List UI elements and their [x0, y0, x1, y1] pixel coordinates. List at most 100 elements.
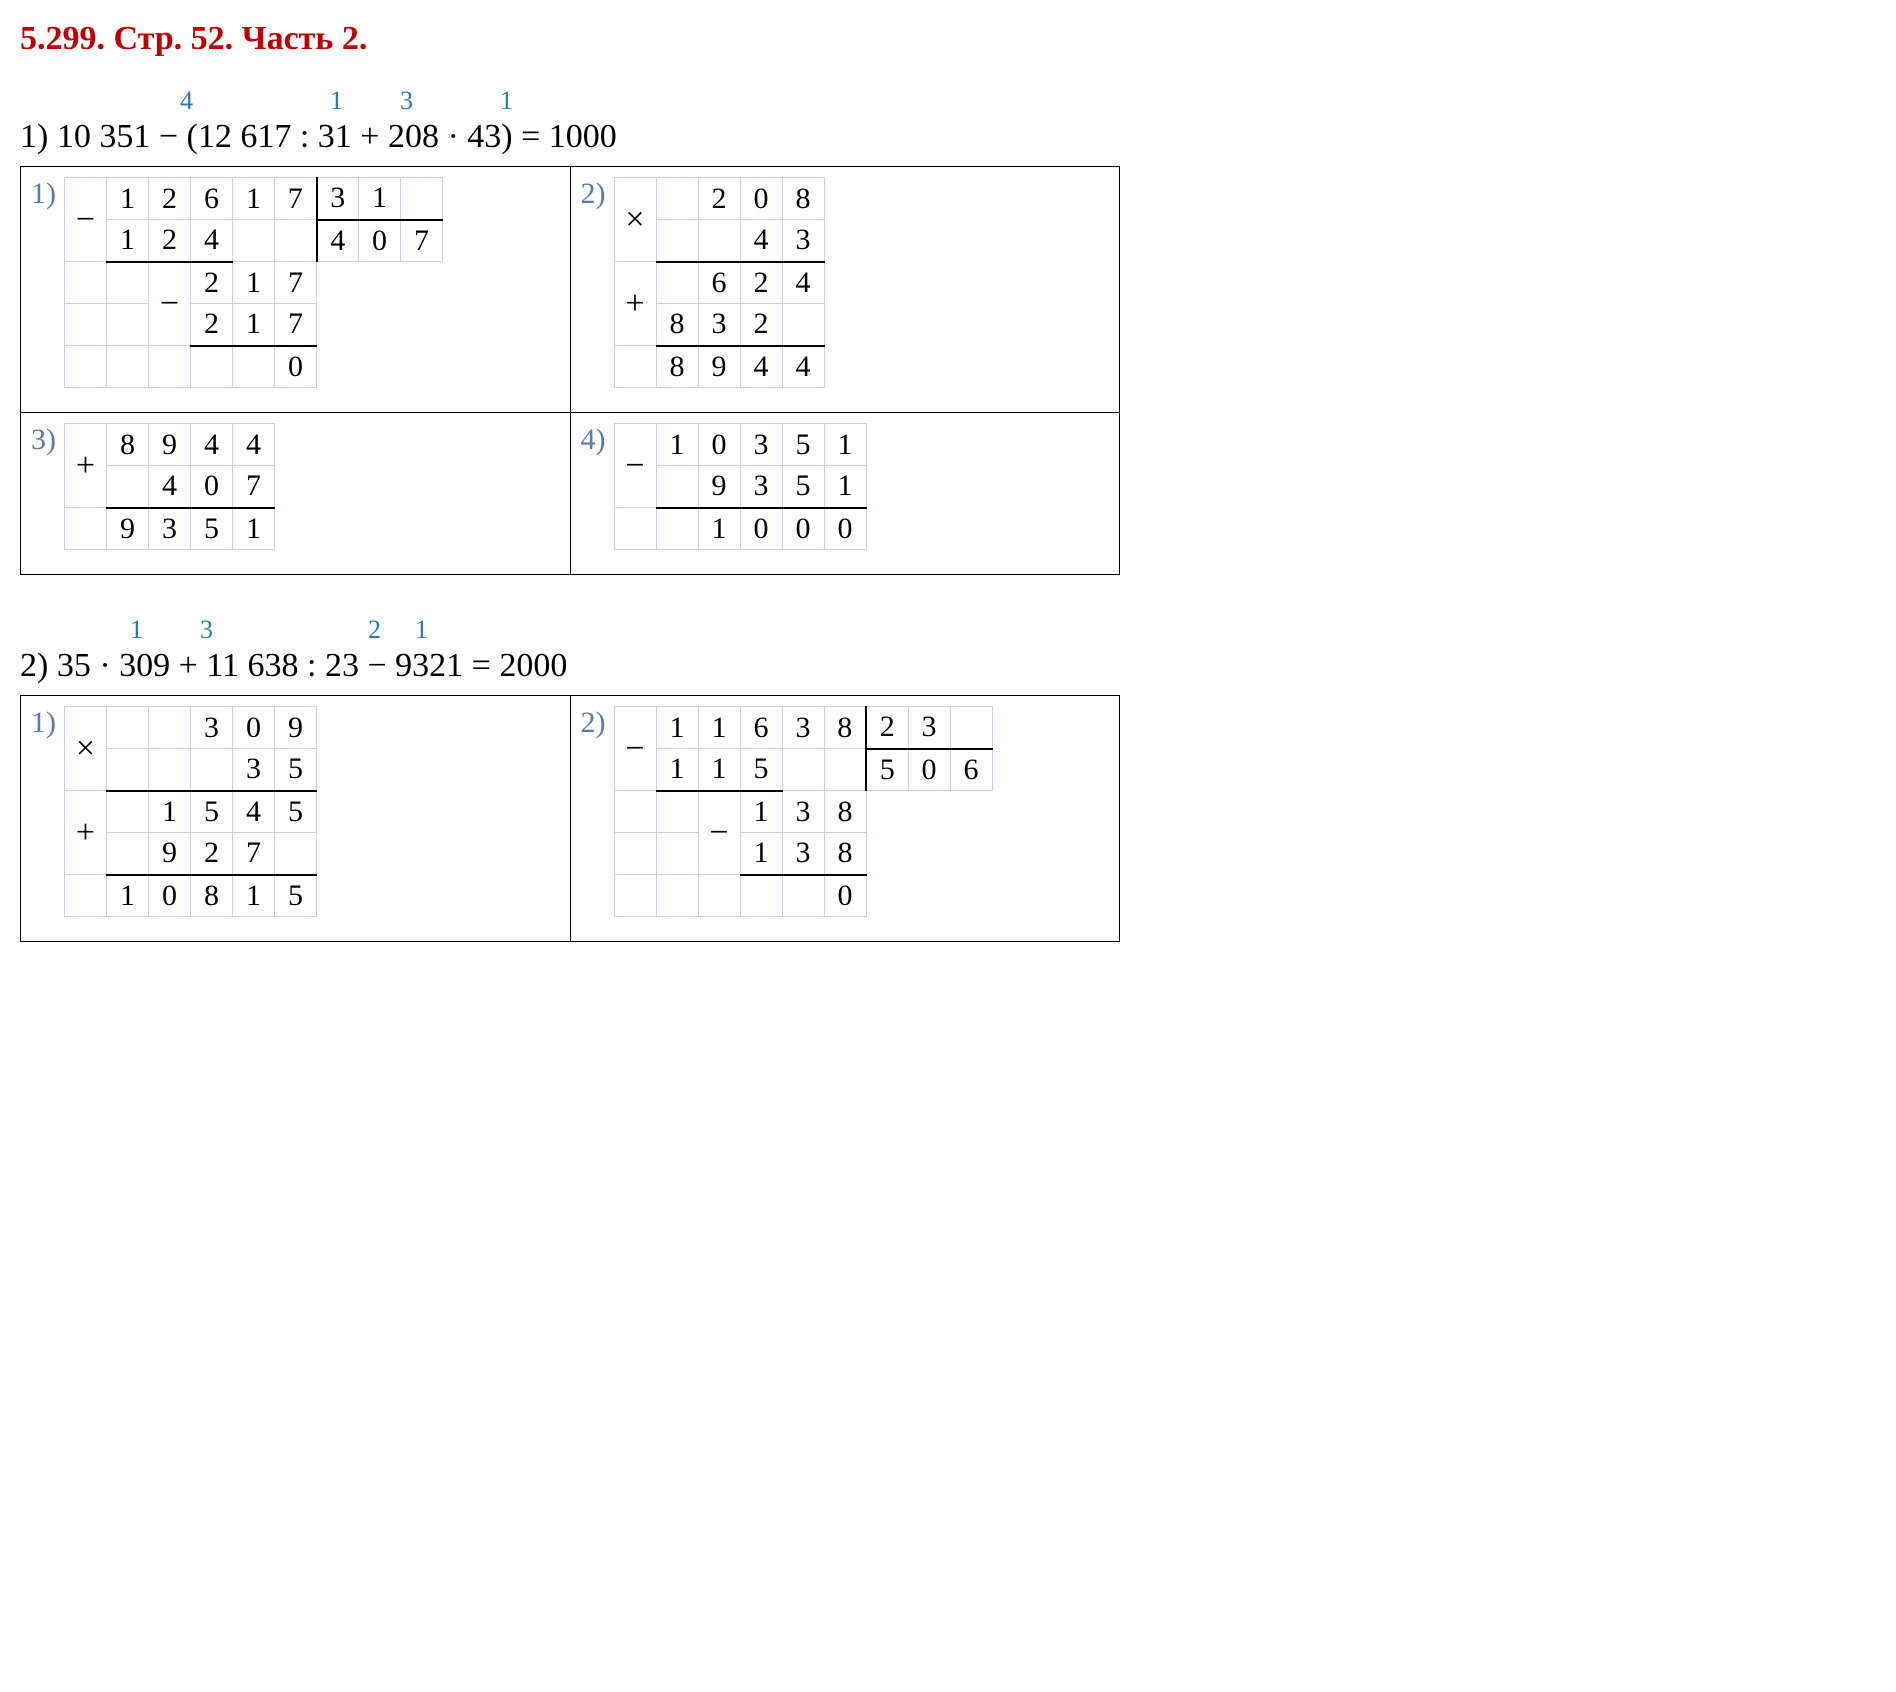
- d: 4: [149, 466, 191, 508]
- c: [656, 262, 698, 304]
- d: 1: [656, 707, 698, 749]
- dv: 2: [866, 707, 908, 749]
- plus-sign: +: [65, 424, 107, 508]
- c: [782, 304, 824, 346]
- d: 4: [782, 262, 824, 304]
- long-division-2: − 1 1 6 3 8 2 3 1 1 5 5 0 6 − 1 3 8: [614, 706, 993, 917]
- c: [107, 346, 149, 388]
- minus-sign: −: [149, 262, 191, 346]
- order-2-3: 2: [368, 615, 381, 645]
- c: [401, 304, 443, 346]
- step-label-1-4: 4): [581, 423, 606, 457]
- d: 4: [740, 346, 782, 388]
- d: 1: [233, 875, 275, 917]
- c: [866, 833, 908, 875]
- r: 1: [107, 220, 149, 262]
- r: 8: [824, 791, 866, 833]
- d: 5: [191, 791, 233, 833]
- c: [908, 833, 950, 875]
- d: 2: [191, 833, 233, 875]
- c: [782, 749, 824, 791]
- d: 0: [698, 424, 740, 466]
- c: [656, 875, 698, 917]
- c: [317, 262, 359, 304]
- c: [656, 466, 698, 508]
- c: [149, 749, 191, 791]
- c: [656, 833, 698, 875]
- c: [824, 749, 866, 791]
- d: 4: [233, 424, 275, 466]
- c: [950, 707, 992, 749]
- r: 3: [782, 833, 824, 875]
- c: [614, 508, 656, 550]
- multiplication-2: × 3 0 9 3 5 + 1 5 4 5 9 2 7: [64, 706, 317, 917]
- page-title: 5.299. Стр. 52. Часть 2.: [20, 20, 1876, 58]
- equation-2: 2) 35 · 309 + 11 638 : 23 − 9321 = 2000: [20, 647, 1876, 685]
- operation-order-row-2: 1 3 2 1: [20, 615, 1876, 647]
- c: [65, 304, 107, 346]
- multiplication-1: × 2 0 8 4 3 + 6 2 4 8 3 2 8 9: [614, 177, 825, 388]
- operation-order-row-1: 4 1 3 1: [20, 86, 1876, 118]
- d: 0: [740, 178, 782, 220]
- r: 3: [782, 791, 824, 833]
- c: [107, 262, 149, 304]
- d: 1: [824, 466, 866, 508]
- cell-step-1-2: 2) × 2 0 8 4 3 + 6 2 4 8 3 2: [570, 167, 1120, 413]
- c: [614, 833, 656, 875]
- r: 5: [740, 749, 782, 791]
- c: [233, 220, 275, 262]
- d: 8: [107, 424, 149, 466]
- step-label-1-1: 1): [31, 177, 56, 211]
- r: 0: [275, 346, 317, 388]
- d: 6: [191, 178, 233, 220]
- c: [656, 178, 698, 220]
- d: 3: [149, 508, 191, 550]
- d: 1: [107, 875, 149, 917]
- d: 1: [149, 791, 191, 833]
- c: [908, 791, 950, 833]
- d: 7: [233, 833, 275, 875]
- c: [65, 875, 107, 917]
- d: 9: [149, 833, 191, 875]
- r: 1: [233, 304, 275, 346]
- d: 2: [149, 178, 191, 220]
- r: 7: [275, 262, 317, 304]
- worksheet-grid-2: 1) × 3 0 9 3 5 + 1 5 4 5 9 2: [20, 695, 1120, 942]
- c: [656, 791, 698, 833]
- c: [614, 791, 656, 833]
- q: 6: [950, 749, 992, 791]
- q: 0: [908, 749, 950, 791]
- d: 5: [191, 508, 233, 550]
- times-sign: ×: [65, 707, 107, 791]
- r: 0: [824, 875, 866, 917]
- r: 2: [191, 262, 233, 304]
- c: [866, 791, 908, 833]
- q: 7: [401, 220, 443, 262]
- d: 6: [698, 262, 740, 304]
- d: 8: [191, 875, 233, 917]
- d: 1: [698, 508, 740, 550]
- minus-sign: −: [698, 791, 740, 875]
- order-1-4: 1: [500, 86, 513, 116]
- c: [698, 220, 740, 262]
- d: 0: [782, 508, 824, 550]
- d: 3: [782, 707, 824, 749]
- r: 2: [149, 220, 191, 262]
- d: 4: [191, 424, 233, 466]
- d: 4: [740, 220, 782, 262]
- step-label-2-1: 1): [31, 706, 56, 740]
- c: [401, 262, 443, 304]
- c: [149, 346, 191, 388]
- long-division-1: − 1 2 6 1 7 3 1 1 2 4 4 0 7 − 2 1 7: [64, 177, 443, 388]
- r: 2: [191, 304, 233, 346]
- equation-1: 1) 10 351 − (12 617 : 31 + 208 · 43) = 1…: [20, 118, 1876, 156]
- addition-1: + 8 9 4 4 4 0 7 9 3 5 1: [64, 423, 275, 550]
- r: 1: [740, 833, 782, 875]
- c: [866, 875, 908, 917]
- d: 4: [782, 346, 824, 388]
- d: 8: [824, 707, 866, 749]
- d: 8: [782, 178, 824, 220]
- r: 1: [656, 749, 698, 791]
- problem-1: 4 1 3 1 1) 10 351 − (12 617 : 31 + 208 ·…: [20, 86, 1876, 156]
- d: 0: [191, 466, 233, 508]
